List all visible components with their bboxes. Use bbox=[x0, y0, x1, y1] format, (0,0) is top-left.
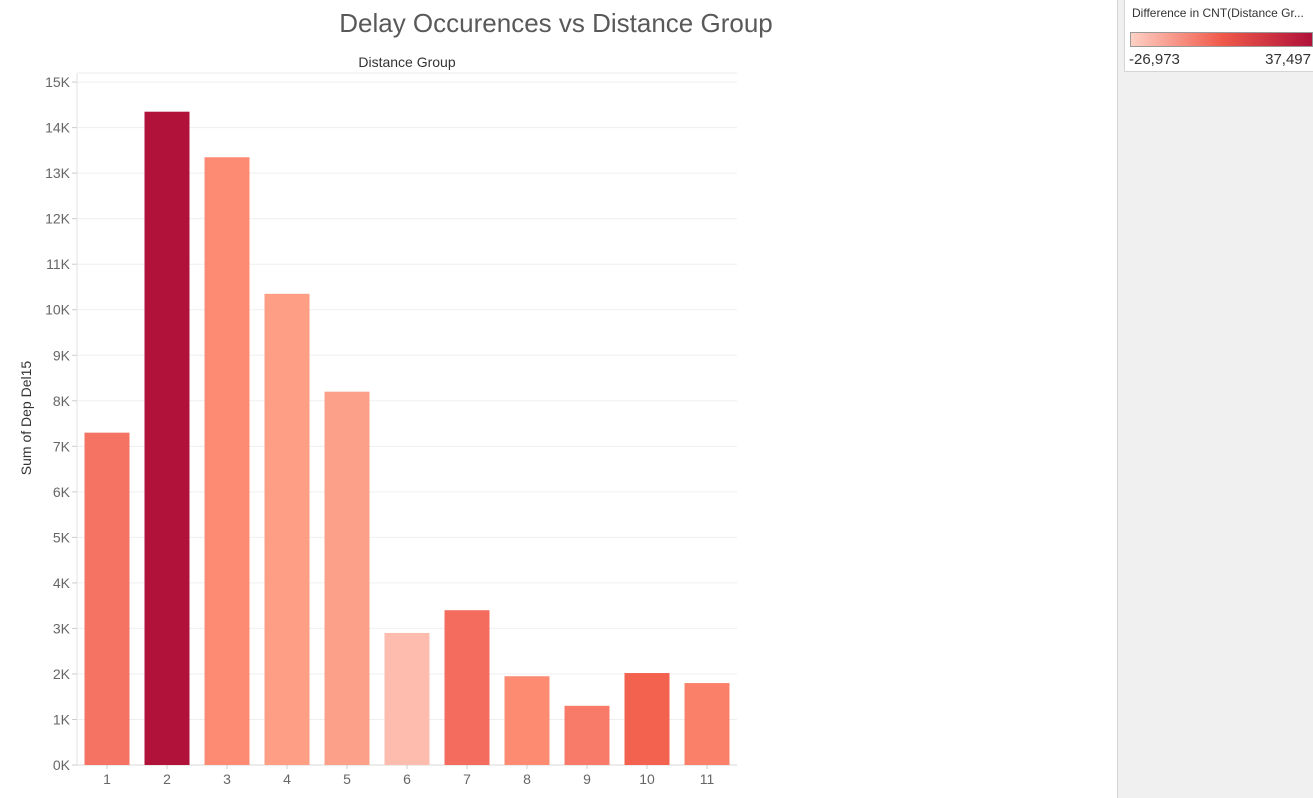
bars bbox=[84, 111, 730, 765]
x-tick-label: 9 bbox=[583, 771, 591, 787]
chart-title: Delay Occurences vs Distance Group bbox=[339, 8, 773, 38]
bar-9[interactable] bbox=[564, 705, 610, 765]
y-tick-label: 14K bbox=[45, 120, 71, 136]
bar-11[interactable] bbox=[684, 683, 730, 765]
x-tick-label: 4 bbox=[283, 771, 291, 787]
legend-max-label: 37,497 bbox=[1265, 51, 1311, 68]
x-tick-label: 5 bbox=[343, 771, 351, 787]
x-tick-label: 8 bbox=[523, 771, 531, 787]
y-tick-label: 15K bbox=[45, 74, 71, 90]
x-tick-label: 11 bbox=[700, 771, 715, 787]
bar-5[interactable] bbox=[324, 391, 370, 765]
y-tick-label: 6K bbox=[53, 484, 71, 500]
y-tick-label: 11K bbox=[46, 256, 71, 272]
column-header: Distance Group bbox=[358, 54, 455, 70]
y-tick-label: 0K bbox=[53, 757, 71, 773]
y-axis-title: Sum of Dep Del15 bbox=[18, 361, 34, 476]
x-axis-ticks: 1 2 3 4 5 6 7 8 9 10 11 bbox=[103, 765, 714, 787]
x-tick-label: 1 bbox=[103, 771, 111, 787]
x-tick-label: 6 bbox=[403, 771, 411, 787]
y-tick-label: 7K bbox=[53, 438, 71, 454]
y-tick-label: 5K bbox=[53, 529, 71, 545]
bar-chart: 0K 1K 2K 3K 4K 5K 6K 7K 8K 9K 10K 11K 12K 13K 14K 15K 1… bbox=[18, 54, 737, 787]
y-tick-label: 2K bbox=[53, 666, 71, 682]
color-legend[interactable]: Difference in CNT(Distance Gr... -26,973… bbox=[1124, 0, 1313, 72]
y-tick-label: 1K bbox=[53, 711, 71, 727]
x-tick-label: 7 bbox=[463, 771, 471, 787]
x-tick-label: 2 bbox=[163, 771, 171, 787]
bar-10[interactable] bbox=[624, 673, 670, 765]
y-tick-label: 9K bbox=[53, 347, 71, 363]
legend-title: Difference in CNT(Distance Gr... bbox=[1132, 6, 1304, 20]
y-tick-label: 10K bbox=[45, 302, 71, 318]
y-tick-label: 8K bbox=[53, 393, 71, 409]
y-tick-label: 13K bbox=[45, 165, 71, 181]
bar-2[interactable] bbox=[144, 111, 190, 765]
x-tick-label: 3 bbox=[223, 771, 231, 787]
legend-panel: Difference in CNT(Distance Gr... -26,973… bbox=[1117, 0, 1313, 798]
legend-min-label: -26,973 bbox=[1129, 51, 1180, 68]
y-tick-label: 4K bbox=[53, 575, 71, 591]
bar-8[interactable] bbox=[504, 676, 550, 765]
bar-1[interactable] bbox=[84, 432, 130, 765]
x-tick-label: 10 bbox=[639, 771, 655, 787]
bar-3[interactable] bbox=[204, 157, 250, 765]
bar-4[interactable] bbox=[264, 293, 310, 765]
y-axis-ticks: 0K 1K 2K 3K 4K 5K 6K 7K 8K 9K 10K 11K 12K 13K 14K 15K bbox=[45, 74, 77, 773]
y-tick-label: 12K bbox=[45, 211, 71, 227]
legend-color-ramp bbox=[1130, 32, 1313, 47]
y-tick-label: 3K bbox=[53, 620, 71, 636]
bar-7[interactable] bbox=[444, 610, 490, 765]
bar-6[interactable] bbox=[384, 632, 430, 765]
